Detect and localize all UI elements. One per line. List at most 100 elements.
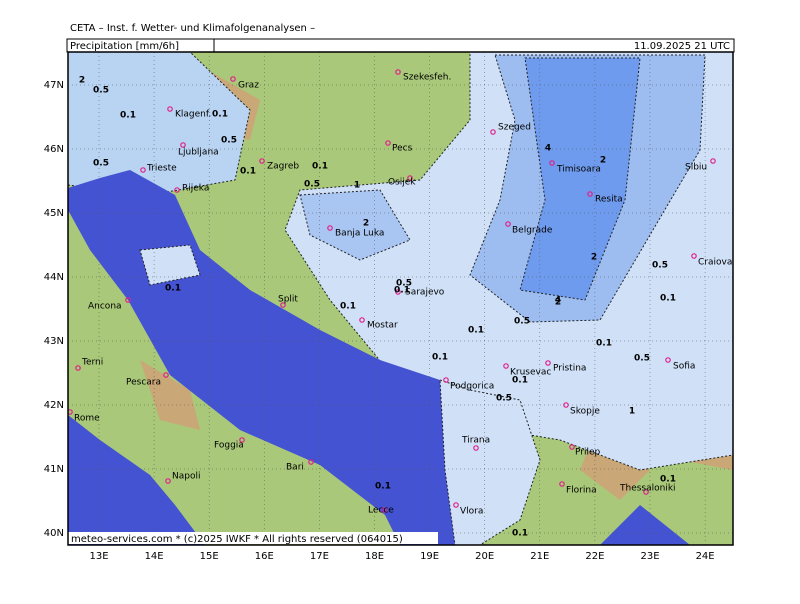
city-label: Trieste bbox=[146, 164, 177, 174]
city-marker bbox=[385, 140, 391, 146]
contour-label: 2 bbox=[79, 76, 85, 86]
contour-label: 1 bbox=[354, 181, 360, 191]
contour-label: 0.1 bbox=[512, 376, 528, 386]
city-label: Krusevac bbox=[510, 368, 551, 378]
lat-label: 45N bbox=[44, 208, 64, 219]
contour-label: 0.1 bbox=[340, 302, 356, 312]
contour-label: 0.1 bbox=[596, 339, 612, 349]
contour-label: 0.1 bbox=[375, 482, 391, 492]
precip-area bbox=[139, 244, 541, 545]
footer-box bbox=[68, 532, 438, 544]
city-label: Podgorica bbox=[450, 382, 494, 392]
city-marker bbox=[259, 158, 265, 164]
city-label: Pecs bbox=[392, 144, 413, 154]
city-marker bbox=[559, 481, 565, 487]
city-label: Prilep bbox=[575, 448, 601, 458]
city-label: Foggia bbox=[214, 441, 244, 451]
city-marker bbox=[643, 489, 649, 495]
institute: CETA – Inst. f. Wetter- und Klimafolgena… bbox=[70, 23, 315, 34]
precip-area bbox=[68, 52, 251, 196]
lon-label: 20E bbox=[475, 551, 494, 562]
contour-label: 4 bbox=[545, 144, 551, 154]
city-label: Craiova bbox=[698, 258, 732, 268]
contour-label: 0.5 bbox=[496, 394, 512, 404]
city-label: Thessaloniki bbox=[619, 484, 676, 494]
city-marker bbox=[545, 360, 551, 366]
city-label: Klagenf. bbox=[175, 110, 211, 120]
city-marker bbox=[443, 377, 449, 383]
lon-label: 15E bbox=[200, 551, 219, 562]
city-marker bbox=[395, 69, 401, 75]
lon-label: 18E bbox=[365, 551, 384, 562]
lat-label: 46N bbox=[44, 144, 64, 155]
city-label: Napoli bbox=[172, 472, 200, 482]
city-marker bbox=[359, 317, 365, 323]
city-marker bbox=[174, 187, 180, 193]
contour-label: 0.1 bbox=[240, 167, 256, 177]
sea bbox=[68, 170, 690, 545]
city-marker bbox=[140, 167, 146, 173]
lat-label: 42N bbox=[44, 400, 64, 411]
city-marker bbox=[308, 459, 314, 465]
contour-label: 4 bbox=[555, 296, 561, 306]
lon-label: 17E bbox=[310, 551, 329, 562]
lon-label: 24E bbox=[696, 551, 715, 562]
city-label: Szeged bbox=[498, 123, 531, 133]
lon-label: 14E bbox=[145, 551, 164, 562]
contour-label: 0.5 bbox=[514, 317, 530, 327]
contour-label: 0.5 bbox=[93, 159, 109, 169]
precip-area bbox=[299, 189, 411, 261]
city-marker bbox=[280, 302, 286, 308]
city-marker bbox=[239, 437, 245, 443]
contour-label: 2 bbox=[600, 156, 606, 166]
city-marker bbox=[665, 357, 671, 363]
city-marker bbox=[407, 175, 413, 181]
city-marker bbox=[381, 507, 387, 513]
city-marker bbox=[710, 158, 716, 164]
city-label: Split bbox=[278, 295, 298, 305]
contour-label: 2 bbox=[555, 298, 561, 308]
city-marker bbox=[68, 409, 73, 415]
city-marker bbox=[503, 363, 509, 369]
city-label: Zagreb bbox=[267, 162, 299, 172]
city-marker bbox=[549, 160, 555, 166]
city-label: Timisoara bbox=[556, 165, 601, 175]
lon-label: 22E bbox=[585, 551, 604, 562]
map-title: Precipitation [mm/6h] bbox=[70, 41, 179, 52]
city-label: Pristina bbox=[553, 364, 586, 374]
lon-label: 16E bbox=[255, 551, 274, 562]
city-label: Osijek bbox=[388, 178, 416, 188]
footer: meteo-services.com * (c)2025 IWKF * All … bbox=[71, 534, 403, 545]
city-label: Ancona bbox=[88, 302, 122, 312]
contour-label: 0.1 bbox=[394, 286, 410, 296]
city-label: Sofia bbox=[673, 362, 695, 372]
city-label: Sibiu bbox=[685, 163, 707, 173]
lat-label: 44N bbox=[44, 272, 64, 283]
city-marker bbox=[75, 365, 81, 371]
city-marker bbox=[569, 444, 575, 450]
contour-label: 0.5 bbox=[396, 279, 412, 289]
contour-label: 0.1 bbox=[212, 110, 228, 120]
city-label: Vlora bbox=[460, 507, 483, 517]
contour-label: 0.5 bbox=[304, 180, 320, 190]
city-marker bbox=[505, 221, 511, 227]
contour-label: 2 bbox=[363, 219, 369, 229]
lon-label: 21E bbox=[530, 551, 549, 562]
city-label: Lecce bbox=[368, 506, 394, 516]
city-label: Resita bbox=[595, 195, 623, 205]
city-label: Szekesfeh. bbox=[403, 73, 451, 83]
city-label: Skopje bbox=[570, 407, 600, 417]
city-marker bbox=[395, 289, 401, 295]
lat-label: 47N bbox=[44, 80, 64, 91]
city-label: Sarajevo bbox=[405, 288, 445, 298]
contour-label: 0.5 bbox=[634, 354, 650, 364]
lon-label: 23E bbox=[640, 551, 659, 562]
city-label: Ljubljana bbox=[178, 148, 219, 158]
city-label: Rome bbox=[74, 414, 100, 424]
city-marker bbox=[691, 253, 697, 259]
lat-label: 43N bbox=[44, 336, 64, 347]
city-label: Tirana bbox=[461, 436, 490, 446]
contour-label: 0.5 bbox=[652, 261, 668, 271]
city-label: Pescara bbox=[126, 378, 161, 388]
